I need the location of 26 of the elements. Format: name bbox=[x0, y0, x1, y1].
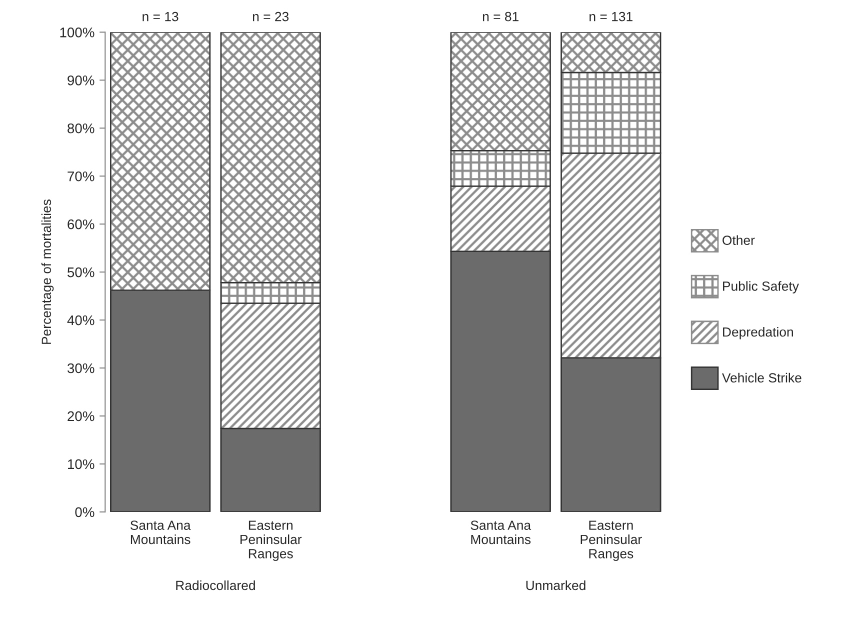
annotation: n = 13 bbox=[142, 12, 178, 22]
y-tick-label: 20% bbox=[68, 411, 94, 422]
y-tick-label: 30% bbox=[67, 363, 94, 374]
y-tick-label: 60% bbox=[68, 219, 94, 230]
x-axis-title: Radiocollared bbox=[176, 580, 255, 590]
legend-label: Public Safety bbox=[723, 281, 799, 294]
y-tick-label: 80% bbox=[68, 123, 94, 134]
y-tick-label: 90% bbox=[68, 75, 94, 86]
y-tick-label: 40% bbox=[67, 315, 94, 326]
annotation: n = 81 bbox=[482, 12, 518, 22]
legend-label: Other bbox=[722, 235, 755, 245]
legend-label: Depredation bbox=[723, 326, 793, 340]
y-tick-label: 50% bbox=[68, 267, 94, 278]
legend-label: Vehicle Strike bbox=[722, 372, 802, 383]
x-tick-label: Santa Ana Mountains bbox=[130, 520, 191, 544]
annotation: n = 23 bbox=[252, 12, 289, 22]
y-tick-label: 0% bbox=[75, 507, 94, 518]
y-axis-title: Percentage of mortalities bbox=[41, 200, 54, 344]
y-tick-label: 70% bbox=[68, 171, 94, 182]
x-tick-label: Eastern Peninsular Ranges bbox=[240, 520, 302, 561]
x-tick-label: Santa Ana Mountains bbox=[470, 520, 532, 544]
y-tick-label: 10% bbox=[68, 459, 94, 470]
x-tick-label: Eastern Peninsular Ranges bbox=[580, 520, 642, 561]
annotation: n = 131 bbox=[590, 12, 632, 22]
x-axis-title: Unmarked bbox=[526, 580, 586, 590]
y-tick-label: 100% bbox=[60, 28, 94, 38]
